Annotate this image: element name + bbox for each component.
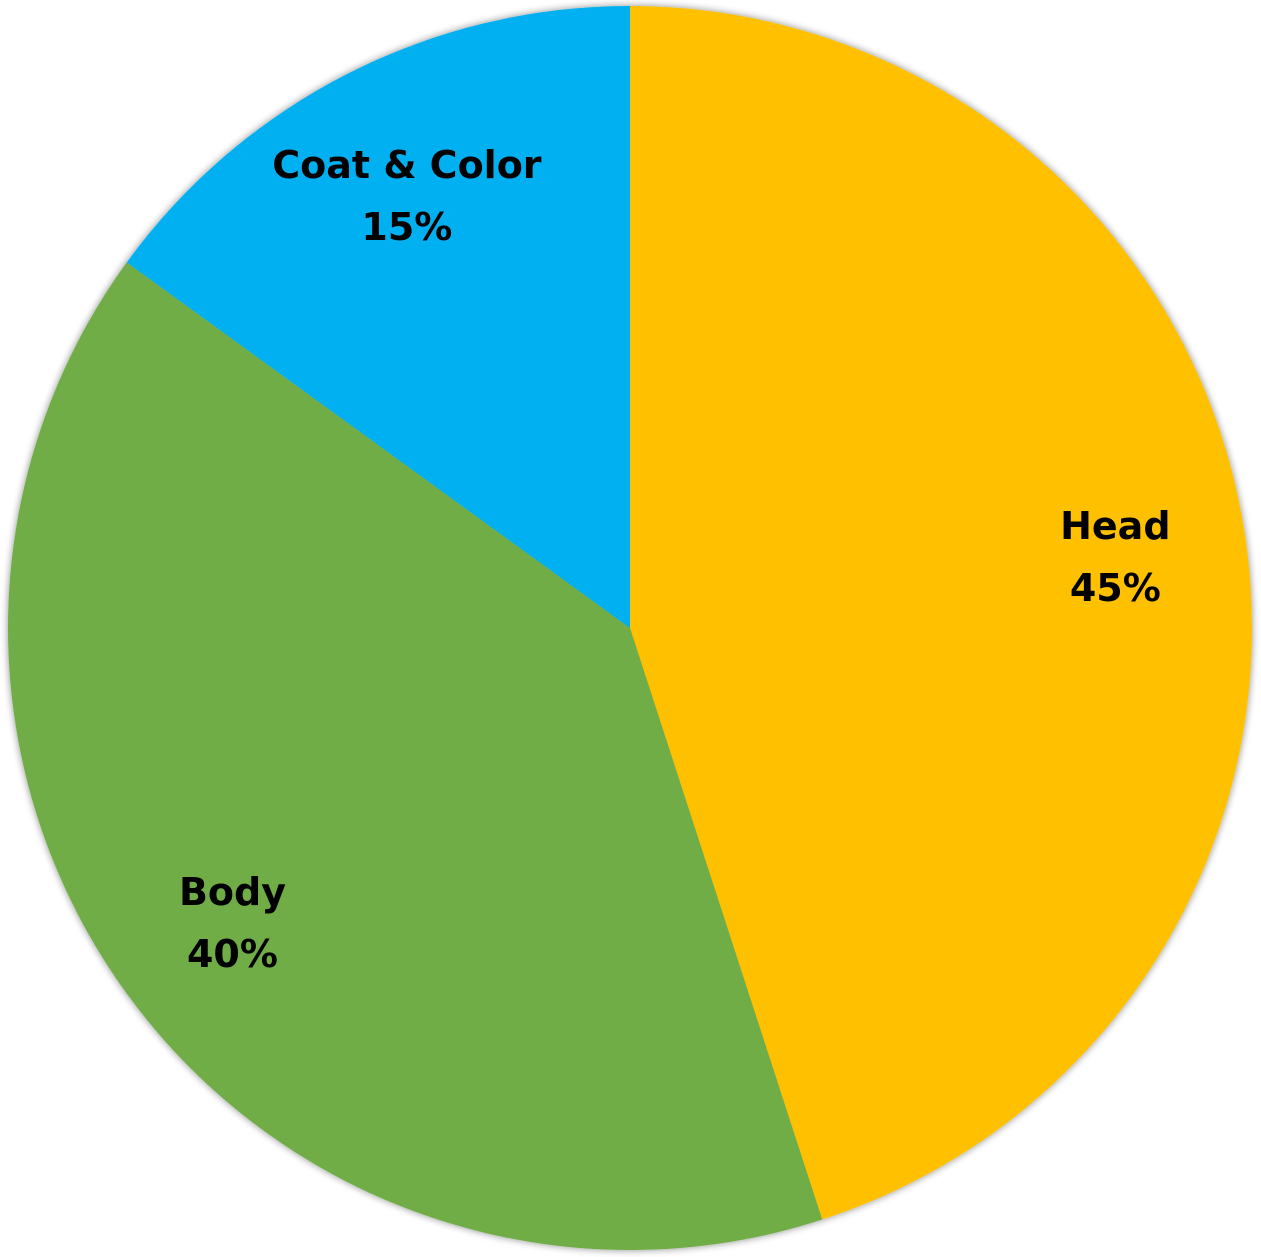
slice-name-label: Body (179, 870, 286, 914)
slice-value-label: 15% (361, 205, 452, 249)
pie-slice-coat-color (126, 6, 630, 628)
pie-slice-head (630, 6, 1252, 1220)
pie-labels: Head 45% Body 40% Coat & Color 15% (179, 143, 1171, 976)
slice-label: Head 45% (1060, 504, 1170, 610)
pie-slices (8, 6, 1252, 1250)
slice-value-label: 45% (1070, 566, 1161, 610)
slice-name-label: Head (1060, 504, 1170, 548)
pie-slice-body (8, 262, 823, 1250)
slice-label: Coat & Color 15% (272, 143, 542, 249)
slice-value-label: 40% (187, 932, 278, 976)
slice-label: Body 40% (179, 870, 286, 976)
slice-name-label: Coat & Color (272, 143, 542, 187)
